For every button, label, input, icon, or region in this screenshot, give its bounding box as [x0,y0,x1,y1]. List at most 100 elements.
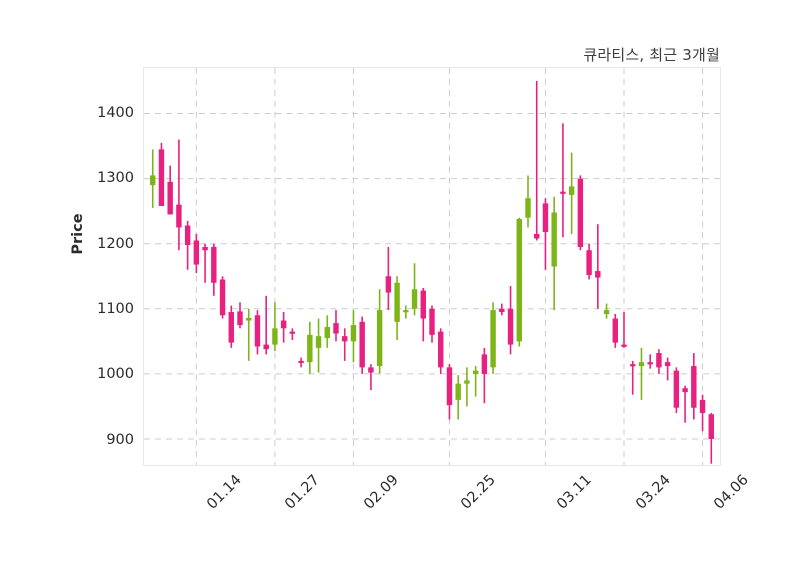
candle-body [385,276,392,293]
x-axis-tick: 03.11 [554,472,595,513]
candle-body [481,354,488,374]
candlestick [534,81,540,241]
candle-body [682,388,688,393]
candlestick [289,328,296,341]
candle-body [219,279,226,316]
candlestick [612,314,618,348]
x-axis-tick: 03.24 [632,472,674,513]
candlestick [429,305,435,343]
candle-body [324,327,330,339]
candlestick [551,196,557,311]
candlestick [315,318,322,373]
candle-body [577,178,584,247]
x-axis-tick: 01.27 [282,472,324,513]
candle-body [586,250,592,275]
candle-body [359,321,365,368]
candlestick [699,394,706,432]
candlestick [438,328,444,374]
candle-body [211,246,217,283]
candle-body [403,310,409,313]
candlestick [638,347,645,400]
candle-body [630,364,636,367]
candlestick [167,165,173,215]
y-axis-tick: 900 [106,431,134,448]
candle-body [167,181,173,215]
y-axis-tick: 1100 [97,301,134,318]
candlestick [630,360,636,395]
candle-body [280,320,287,329]
candle-body [664,362,671,367]
candle-body [464,380,470,384]
y-axis-tick-labels: 900 1000 1100 1200 1300 1400 [0,67,134,466]
candlestick [577,175,584,251]
candle-body [499,308,505,313]
candle-body [333,323,339,334]
candle-body [150,175,156,186]
candle-body [708,414,714,439]
candlestick [481,347,488,404]
candlestick [228,305,234,348]
candlestick [359,316,365,374]
candlestick [490,302,496,374]
candlestick [411,263,418,316]
candle-body [429,308,435,335]
candlestick [472,366,479,397]
candlestick [184,220,191,270]
candlestick [708,412,714,464]
candle-body [237,311,243,326]
candle-body [272,328,278,345]
candlestick [176,139,182,251]
x-axis-tick: 02.09 [361,472,403,513]
candlestick [621,312,627,348]
candlestick [664,357,671,381]
candle-body [420,290,426,319]
y-axis-tick: 1300 [97,170,134,187]
candlestick [272,302,278,352]
candlestick [603,303,610,319]
candlestick [499,303,505,316]
candlestick [350,310,357,363]
candlestick [455,375,461,420]
candle-body [298,360,304,364]
candle-body [228,312,234,343]
candle-body [699,399,706,413]
candlestick [595,224,601,309]
candlestick [333,310,339,342]
candlestick [246,308,252,361]
candle-body [455,383,461,400]
candle-body [176,204,182,228]
chart-title: 큐라티스, 최근 3개월 [583,46,720,64]
candle-body [656,353,662,368]
candle-body [691,366,697,408]
candlestick [647,354,653,369]
candlestick [446,364,453,420]
candle-body [289,331,296,334]
y-axis-tick: 1000 [97,366,134,383]
candlestick [542,198,549,270]
candle-body [368,367,374,373]
candle-body [612,318,618,343]
y-axis-tick: 1400 [97,104,134,121]
candlestick [560,123,566,238]
candle-body [202,246,208,251]
candlestick [516,217,522,347]
candlestick [237,302,243,329]
candle-body [551,212,557,267]
candle-body [315,336,322,348]
candle-body [193,240,200,265]
candle-body [307,334,313,363]
candlestick [586,243,592,280]
candle-body [158,149,165,206]
candle-body [254,315,261,347]
candle-body [263,344,269,350]
candlestick [298,357,304,368]
candle-body [621,344,627,347]
candle-body [516,218,522,342]
candle-body [446,367,453,406]
candlestick [385,246,392,311]
candlestick [158,142,165,206]
candlestick [656,349,662,374]
candlestick [202,243,208,283]
x-axis-tick-labels: 01.14 01.27 02.09 02.25 03.11 03.24 04.06 [143,466,753,546]
candlestick [219,276,226,319]
